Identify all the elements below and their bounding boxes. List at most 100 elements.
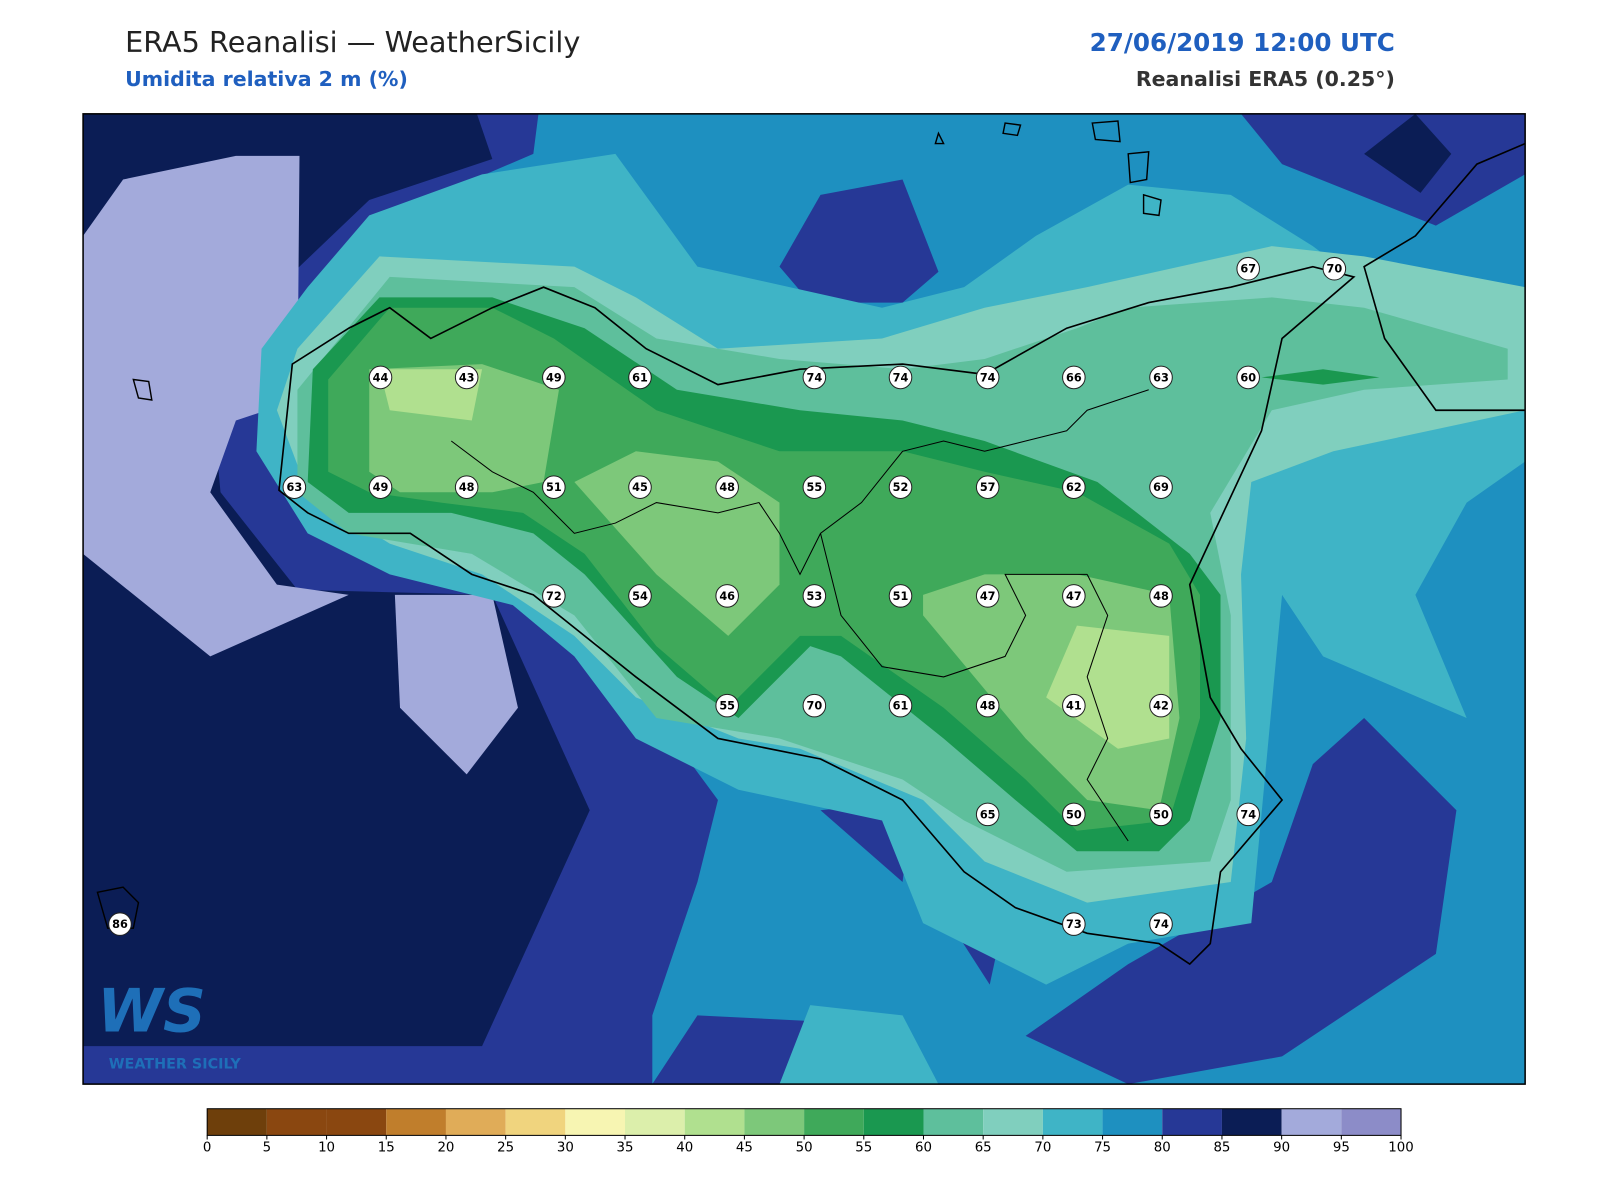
station-value: 74 xyxy=(807,371,823,384)
station-marker xyxy=(975,584,1000,608)
station-value: 72 xyxy=(546,590,562,603)
station-marker xyxy=(542,475,566,499)
colorbar-tick-label: 40 xyxy=(676,1141,693,1156)
station-value: 65 xyxy=(980,808,996,821)
station-marker xyxy=(1322,256,1347,281)
station-marker xyxy=(368,365,393,390)
station-value: 63 xyxy=(1153,371,1169,384)
station-marker xyxy=(628,475,652,499)
station-value: 70 xyxy=(807,700,823,713)
colorbar-bin xyxy=(445,1108,506,1136)
station-value: 54 xyxy=(632,590,648,603)
station-marker xyxy=(715,584,739,608)
colorbar-tick-label: 80 xyxy=(1154,1141,1171,1156)
station-value: 42 xyxy=(1153,700,1169,713)
colorbar-bin xyxy=(505,1108,566,1136)
colorbar-tick-label: 60 xyxy=(915,1141,932,1156)
station-marker xyxy=(975,475,1000,499)
station-marker xyxy=(802,584,827,608)
station-marker xyxy=(368,475,393,499)
station-value: 48 xyxy=(980,700,996,713)
station-marker xyxy=(1062,584,1086,608)
colorbar-tick-label: 90 xyxy=(1273,1141,1290,1156)
stations: 67 70 44 43 49 61 74 74 74 66 63 60 63 49 48 51 45 48 55 52… xyxy=(108,256,1347,936)
colorbar-tick-label: 45 xyxy=(736,1141,753,1156)
station-marker xyxy=(542,584,566,608)
colorbar-bin xyxy=(923,1108,984,1136)
station-marker xyxy=(1149,912,1173,936)
colorbar-bin xyxy=(684,1108,745,1136)
colorbar-bin xyxy=(625,1108,685,1136)
station-marker xyxy=(1149,475,1173,499)
logo: WS WEATHER SICILY xyxy=(97,977,241,1072)
station-value: 49 xyxy=(546,371,562,384)
station-marker xyxy=(802,475,827,499)
station-marker xyxy=(628,584,652,608)
station-value: 49 xyxy=(373,481,389,494)
station-marker xyxy=(1149,693,1173,718)
colorbar-tick-label: 25 xyxy=(497,1141,514,1156)
source: Reanalisi ERA5 (0.25°) xyxy=(1136,67,1395,91)
datetime: 27/06/2019 12:00 UTC xyxy=(1090,28,1395,57)
colorbar-bin xyxy=(386,1108,446,1136)
station-value: 41 xyxy=(1066,700,1082,713)
station-value: 48 xyxy=(1153,590,1169,603)
station-marker xyxy=(802,693,827,718)
colorbar-tick-label: 100 xyxy=(1388,1141,1413,1156)
station-value: 47 xyxy=(980,590,996,603)
station-value: 74 xyxy=(1153,918,1169,931)
station-marker xyxy=(108,912,132,936)
station-marker xyxy=(542,365,566,390)
colorbar-tick-label: 10 xyxy=(318,1141,335,1156)
station-marker xyxy=(454,365,479,390)
station-value: 44 xyxy=(373,371,389,384)
station-value: 50 xyxy=(1153,808,1169,821)
station-marker xyxy=(1149,584,1173,608)
colorbar-tick-label: 30 xyxy=(557,1141,574,1156)
colorbar-bin xyxy=(1341,1108,1402,1136)
colorbar-bin xyxy=(804,1108,864,1136)
station-value: 47 xyxy=(1066,590,1082,603)
colorbar-bin xyxy=(744,1108,805,1136)
station-value: 73 xyxy=(1066,918,1082,931)
station-value: 63 xyxy=(287,481,303,494)
station-value: 48 xyxy=(719,481,735,494)
station-marker xyxy=(1062,693,1086,718)
station-marker xyxy=(1062,475,1086,499)
station-value: 66 xyxy=(1066,371,1082,384)
colorbar-tick-label: 50 xyxy=(796,1141,813,1156)
colorbar-bin xyxy=(1102,1108,1163,1136)
station-marker xyxy=(1149,365,1173,390)
station-marker xyxy=(1236,365,1260,390)
colorbar-tick-label: 0 xyxy=(203,1141,211,1156)
station-marker xyxy=(888,584,913,608)
station-marker xyxy=(1062,912,1086,936)
station-value: 74 xyxy=(1240,808,1256,821)
colorbar-bin xyxy=(1221,1108,1282,1136)
station-marker xyxy=(1062,365,1086,390)
colorbar-tick-label: 20 xyxy=(437,1141,454,1156)
station-value: 43 xyxy=(459,371,475,384)
subtitle: Umidita relativa 2 m (%) xyxy=(125,67,408,91)
station-value: 60 xyxy=(1240,371,1256,384)
station-marker xyxy=(454,475,479,499)
colorbar-tick-label: 35 xyxy=(617,1141,634,1156)
station-value: 61 xyxy=(632,371,648,384)
station-marker xyxy=(282,475,307,499)
station-marker xyxy=(1062,802,1086,827)
colorbar-bin xyxy=(1042,1108,1103,1136)
station-marker xyxy=(802,365,827,390)
colorbar-tick-label: 75 xyxy=(1094,1141,1111,1156)
station-marker xyxy=(975,802,1000,827)
station-value: 51 xyxy=(893,590,909,603)
colorbar: 0 5 10 15 20 25 30 35 40 45 50 55 60 65 70 75 80 85 90 95 10… xyxy=(203,1108,1414,1156)
station-marker xyxy=(888,365,913,390)
station-marker xyxy=(715,693,739,718)
colorbar-tick-label: 95 xyxy=(1333,1141,1350,1156)
station-value: 53 xyxy=(807,590,823,603)
station-value: 62 xyxy=(1066,481,1082,494)
station-value: 55 xyxy=(719,700,735,713)
station-value: 55 xyxy=(807,481,823,494)
